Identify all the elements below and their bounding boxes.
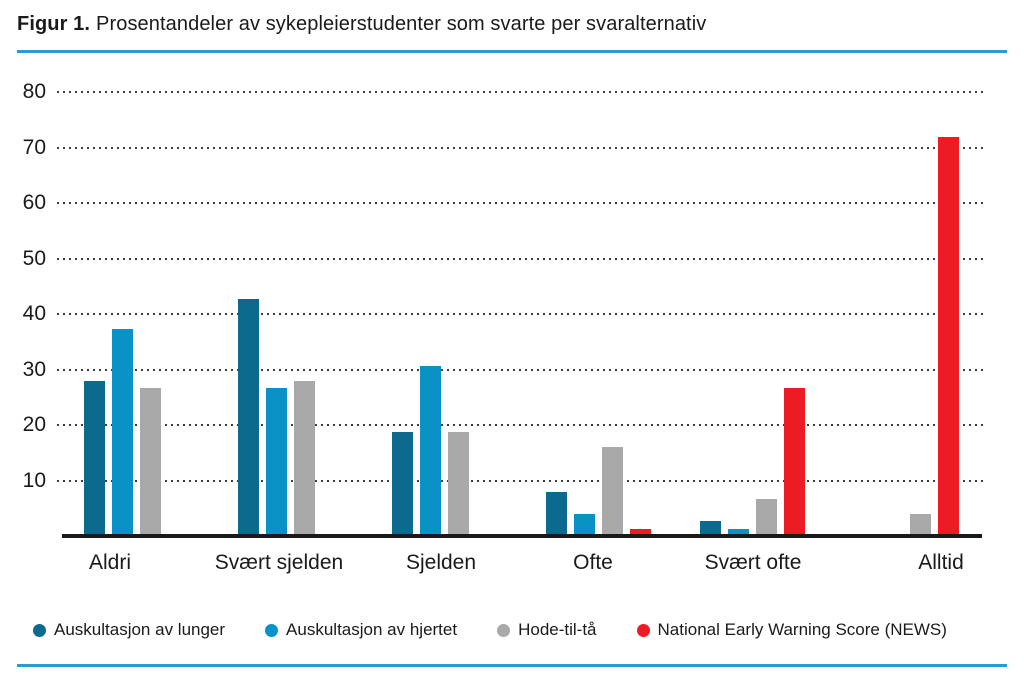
gridline-40 xyxy=(57,313,987,316)
legend-item-1: Auskultasjon av lunger xyxy=(33,620,225,640)
x-axis-label-sjelden: Sjelden xyxy=(405,551,477,574)
legend: Auskultasjon av lunger Auskultasjon av hj… xyxy=(33,620,947,640)
legend-label: Hode-til-tå xyxy=(518,620,597,639)
bar-sjelden-series-3 xyxy=(448,432,469,536)
bar-alltid-series-3 xyxy=(910,514,931,536)
x-axis-label-svært-ofte: Svært ofte xyxy=(704,551,802,574)
bar-ofte-series-3 xyxy=(602,447,623,536)
bar-ofte-series-4 xyxy=(630,529,651,536)
legend-dot-icon xyxy=(33,623,46,637)
x-axis-label-ofte: Ofte xyxy=(573,551,613,574)
bar-svært-ofte-series-2 xyxy=(728,529,749,536)
y-axis-tick-label-80: 80 xyxy=(22,80,46,104)
x-axis-label-aldri: Aldri xyxy=(88,551,132,574)
gridline-70 xyxy=(57,146,987,149)
bar-svært-sjelden-series-2 xyxy=(266,388,287,536)
x-axis-label-svært-sjelden: Svært sjelden xyxy=(214,551,344,574)
gridline-20 xyxy=(57,424,987,427)
y-axis-tick-label-50: 50 xyxy=(22,246,46,270)
bar-aldri-series-3 xyxy=(140,388,161,536)
legend-label: National Early Warning Score (NEWS) xyxy=(657,620,947,639)
legend-dot-icon xyxy=(497,623,511,637)
y-axis-tick-label-30: 30 xyxy=(22,357,46,381)
gridline-10 xyxy=(57,479,987,482)
y-axis-tick-label-10: 10 xyxy=(22,468,46,492)
legend-item-2: Auskultasjon av hjertet xyxy=(265,620,457,640)
legend-dot-icon xyxy=(265,623,279,637)
x-axis-label-alltid: Alltid xyxy=(918,551,964,574)
y-axis-tick-label-60: 60 xyxy=(22,191,46,215)
y-axis-tick-label-40: 40 xyxy=(22,302,46,326)
legend-dot-icon xyxy=(636,623,650,637)
gridline-80 xyxy=(57,91,987,94)
legend-item-4: National Early Warning Score (NEWS) xyxy=(636,620,947,640)
bar-ofte-series-1 xyxy=(546,492,567,536)
gridline-50 xyxy=(57,257,987,260)
bar-aldri-series-1 xyxy=(84,381,105,536)
page-title: Figur 1. Prosentandeler av sykepleierstud… xyxy=(17,13,706,36)
bar-ofte-series-2 xyxy=(574,514,595,536)
legend-label: Auskultasjon av lunger xyxy=(54,620,226,639)
legend-label: Auskultasjon av hjertet xyxy=(286,620,458,639)
bar-aldri-series-2 xyxy=(112,329,133,536)
y-axis-tick-label-20: 20 xyxy=(22,413,46,437)
bar-sjelden-series-1 xyxy=(392,432,413,536)
bar-svært-sjelden-series-3 xyxy=(294,381,315,536)
bar-svært-ofte-series-3 xyxy=(756,499,777,536)
gridline-60 xyxy=(57,202,987,205)
top-divider xyxy=(17,50,1007,53)
legend-item-3: Hode-til-tå xyxy=(497,620,597,640)
x-axis-line xyxy=(62,534,982,538)
gridline-30 xyxy=(57,368,987,371)
y-axis-tick-label-70: 70 xyxy=(22,135,46,159)
bar-svært-sjelden-series-1 xyxy=(238,299,259,536)
bar-svært-ofte-series-1 xyxy=(700,521,721,536)
title-text: Prosentandeler av sykepleierstudenter so… xyxy=(96,13,707,35)
title-prefix: Figur 1. xyxy=(17,13,91,35)
bar-alltid-series-4 xyxy=(938,137,959,536)
bottom-divider xyxy=(17,664,1007,667)
bar-svært-ofte-series-4 xyxy=(784,388,805,536)
bar-sjelden-series-2 xyxy=(420,366,441,536)
